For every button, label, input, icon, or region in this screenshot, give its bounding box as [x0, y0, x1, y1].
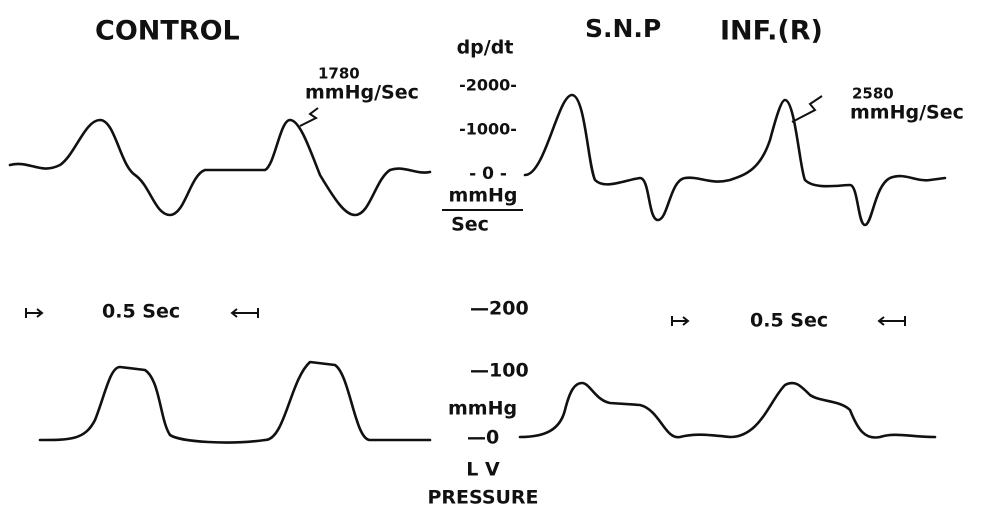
pressure-label: PRESSURE: [427, 487, 538, 509]
pressure-unit: mmHg: [448, 398, 517, 420]
annotation-unit: mmHg/Sec: [305, 82, 419, 104]
annotation-unit: mmHg/Sec: [850, 102, 964, 124]
dpdt-trace: [8, 118, 432, 217]
dpdt-tick: - 0 -: [469, 164, 507, 184]
dpdt-unit-top: mmHg: [448, 185, 517, 207]
time-bar-label: 0.5 Sec: [102, 301, 180, 323]
time-bar-label: 0.5 Sec: [750, 310, 828, 332]
dpdt-unit-bottom: Sec: [451, 214, 489, 236]
dpdt-trace: [523, 93, 947, 227]
pressure-tick: —100: [470, 360, 529, 382]
pressure-tick: —0: [467, 427, 499, 449]
pressure-tick: —200: [470, 298, 529, 320]
right-title: S.N.P: [585, 14, 661, 43]
left-title: CONTROL: [95, 16, 240, 47]
time-bar-arrows: [25, 308, 906, 326]
dpdt-tick: -1000-: [459, 120, 517, 139]
dpdt-tick: -2000-: [459, 76, 517, 95]
right-title-2: INF.(R): [720, 16, 823, 47]
annotation-arrow: [791, 95, 823, 123]
pressure-trace: [518, 381, 937, 439]
annotation-arrow: [299, 107, 319, 127]
dpdt-label: dp/dt: [457, 37, 514, 59]
pressure-trace: [38, 360, 432, 444]
annotation-value: 2580: [852, 85, 894, 103]
annotation-value: 1780: [318, 65, 360, 83]
pressure-label: L V: [466, 459, 500, 481]
